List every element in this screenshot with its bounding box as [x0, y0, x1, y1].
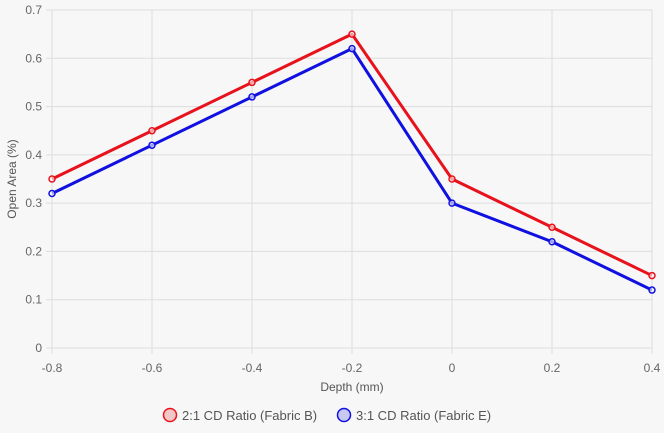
legend-swatch	[336, 407, 352, 423]
y-tick-label: 0.6	[25, 51, 42, 65]
data-point[interactable]	[348, 44, 356, 53]
data-point[interactable]	[548, 223, 556, 232]
data-point[interactable]	[248, 78, 256, 87]
x-tick-label: -0.4	[242, 361, 263, 375]
data-point[interactable]	[448, 175, 456, 183]
y-tick-label: 0.7	[25, 3, 42, 17]
x-tick-label: -0.6	[142, 361, 163, 375]
x-tick-label: 0.4	[644, 361, 661, 375]
y-tick-label: 0	[35, 341, 42, 355]
legend-item-2[interactable]: 3:1 CD Ratio (Fabric E)	[336, 407, 492, 423]
data-point[interactable]	[48, 175, 56, 183]
legend-item-1[interactable]: 2:1 CD Ratio (Fabric B)	[162, 407, 318, 423]
data-point[interactable]	[148, 141, 156, 149]
x-tick-label: 0.2	[544, 361, 561, 375]
data-point[interactable]	[48, 189, 56, 198]
x-tick-label: 0	[449, 361, 456, 375]
y-tick-label: 0.5	[25, 100, 42, 114]
data-point[interactable]	[548, 238, 556, 246]
legend: 2:1 CD Ratio (Fabric B) 3:1 CD Ratio (Fab…	[162, 407, 492, 423]
grid	[46, 9, 653, 354]
y-axis-title: Open Area (%)	[5, 139, 19, 218]
data-point[interactable]	[448, 199, 456, 207]
data-point[interactable]	[248, 93, 256, 101]
data-point[interactable]	[648, 286, 656, 294]
data-point[interactable]	[148, 126, 156, 135]
legend-label: 2:1 CD Ratio (Fabric B)	[182, 408, 317, 423]
axes: -0.8 -0.6 -0.4 -0.2 0 0.2 0.4 0 0.1 0.2 0.3 0.4 0.5 0…	[25, 3, 660, 375]
y-tick-label: 0.1	[25, 293, 42, 307]
data-point[interactable]	[648, 271, 656, 280]
y-tick-label: 0.3	[25, 196, 42, 210]
y-tick-label: 0.4	[25, 148, 42, 162]
legend-swatch	[162, 407, 178, 423]
series-area	[48, 30, 656, 294]
legend-label: 3:1 CD Ratio (Fabric E)	[356, 408, 491, 423]
y-tick-label: 0.2	[25, 244, 42, 258]
data-point[interactable]	[348, 30, 356, 38]
x-tick-label: -0.8	[42, 361, 63, 375]
x-axis-title: Depth (mm)	[320, 380, 383, 394]
x-tick-label: -0.2	[342, 361, 363, 375]
